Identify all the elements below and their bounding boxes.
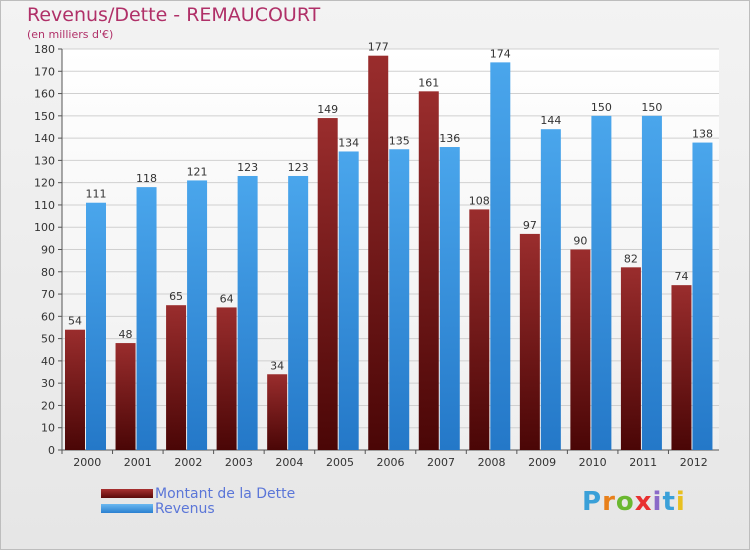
bar-dette	[65, 329, 85, 450]
legend-label-revenus: Revenus	[155, 501, 215, 517]
bar-revenus	[692, 142, 713, 451]
x-tick-label: 2010	[579, 456, 607, 469]
bar-revenus	[288, 175, 309, 450]
data-label-revenus: 174	[490, 47, 511, 60]
y-tick-label: 50	[41, 333, 55, 346]
y-tick-label: 40	[41, 355, 55, 368]
data-label-dette: 74	[674, 270, 688, 283]
bar-revenus	[237, 175, 258, 450]
y-tick-label: 120	[34, 177, 55, 190]
data-label-revenus: 136	[439, 132, 460, 145]
data-label-revenus: 134	[338, 136, 359, 149]
x-tick-label: 2001	[124, 456, 152, 469]
bar-revenus	[490, 62, 511, 450]
data-label-revenus: 118	[136, 172, 157, 185]
x-tick-label: 2006	[377, 456, 405, 469]
y-tick-label: 170	[34, 65, 55, 78]
x-tick-label: 2008	[478, 456, 506, 469]
chart-subtitle: (en milliers d'€)	[27, 28, 114, 41]
logo-letter: i	[652, 487, 663, 517]
y-tick-label: 180	[34, 43, 55, 56]
bar-revenus	[136, 187, 157, 450]
data-label-dette: 90	[573, 235, 587, 248]
bar-revenus	[540, 129, 561, 450]
legend-swatch-revenus	[101, 504, 153, 513]
x-tick-label: 2012	[680, 456, 708, 469]
bar-dette	[317, 118, 338, 451]
x-tick-label: 2009	[528, 456, 556, 469]
data-label-dette: 48	[119, 328, 133, 341]
x-tick-label: 2004	[275, 456, 303, 469]
bar-dette	[216, 307, 237, 450]
data-label-revenus: 150	[641, 101, 662, 114]
x-tick-label: 2000	[73, 456, 101, 469]
y-tick-label: 90	[41, 244, 55, 257]
y-tick-label: 10	[41, 422, 55, 435]
y-tick-label: 100	[34, 221, 55, 234]
data-label-revenus: 135	[389, 134, 410, 147]
bar-dette	[671, 285, 692, 450]
logo-letter: t	[662, 487, 676, 517]
data-label-dette: 161	[418, 76, 439, 89]
bar-revenus	[641, 115, 662, 450]
data-label-revenus: 150	[591, 101, 612, 114]
data-label-dette: 54	[68, 315, 82, 328]
y-tick-label: 110	[34, 199, 55, 212]
data-label-revenus: 138	[692, 128, 713, 141]
data-label-revenus: 144	[540, 114, 561, 127]
bar-revenus	[439, 147, 460, 450]
legend-swatch-dette	[101, 489, 153, 498]
data-label-dette: 177	[368, 41, 389, 54]
y-tick-label: 20	[41, 399, 55, 412]
data-label-dette: 65	[169, 290, 183, 303]
x-tick-label: 2005	[326, 456, 354, 469]
logo-letter: r	[602, 487, 616, 517]
bar-dette	[267, 374, 288, 450]
bar-dette	[570, 249, 591, 450]
bar-dette	[519, 233, 540, 450]
data-label-revenus: 123	[288, 161, 309, 174]
x-tick-label: 2007	[427, 456, 455, 469]
data-label-dette: 149	[317, 103, 338, 116]
data-label-dette: 34	[270, 359, 284, 372]
x-tick-label: 2003	[225, 456, 253, 469]
bar-revenus	[86, 202, 106, 450]
y-tick-label: 60	[41, 310, 55, 323]
data-label-revenus: 111	[86, 188, 107, 201]
bar-revenus	[389, 149, 410, 450]
y-tick-label: 130	[34, 154, 55, 167]
logo-letter: o	[615, 487, 635, 517]
bar-revenus	[338, 151, 359, 450]
y-tick-label: 140	[34, 132, 55, 145]
y-tick-label: 70	[41, 288, 55, 301]
y-tick-label: 150	[34, 110, 55, 123]
data-label-revenus: 123	[237, 161, 258, 174]
bar-dette	[166, 305, 187, 450]
logo-letter: x	[634, 487, 653, 517]
legend-label-dette: Montant de la Dette	[155, 486, 296, 502]
logo-letter: P	[582, 487, 603, 517]
data-label-dette: 97	[523, 219, 537, 232]
data-label-revenus: 121	[187, 165, 208, 178]
x-tick-label: 2002	[174, 456, 202, 469]
bar-dette	[620, 267, 641, 450]
bar-dette	[368, 55, 389, 450]
data-label-dette: 108	[469, 194, 490, 207]
bar-revenus	[591, 115, 612, 450]
data-label-dette: 82	[624, 252, 638, 265]
bar-dette	[469, 209, 490, 450]
logo-letter: i	[675, 487, 686, 517]
bar-dette	[115, 343, 136, 450]
y-tick-label: 0	[48, 444, 55, 457]
chart-title: Revenus/Dette - REMAUCOURT	[27, 4, 321, 26]
x-tick-label: 2011	[629, 456, 657, 469]
data-label-dette: 64	[220, 292, 234, 305]
bar-dette	[418, 91, 439, 451]
y-tick-label: 160	[34, 88, 55, 101]
y-tick-label: 80	[41, 266, 55, 279]
bar-revenus	[187, 180, 208, 450]
y-tick-label: 30	[41, 377, 55, 390]
proxiti-logo: Proxiti	[582, 487, 686, 517]
